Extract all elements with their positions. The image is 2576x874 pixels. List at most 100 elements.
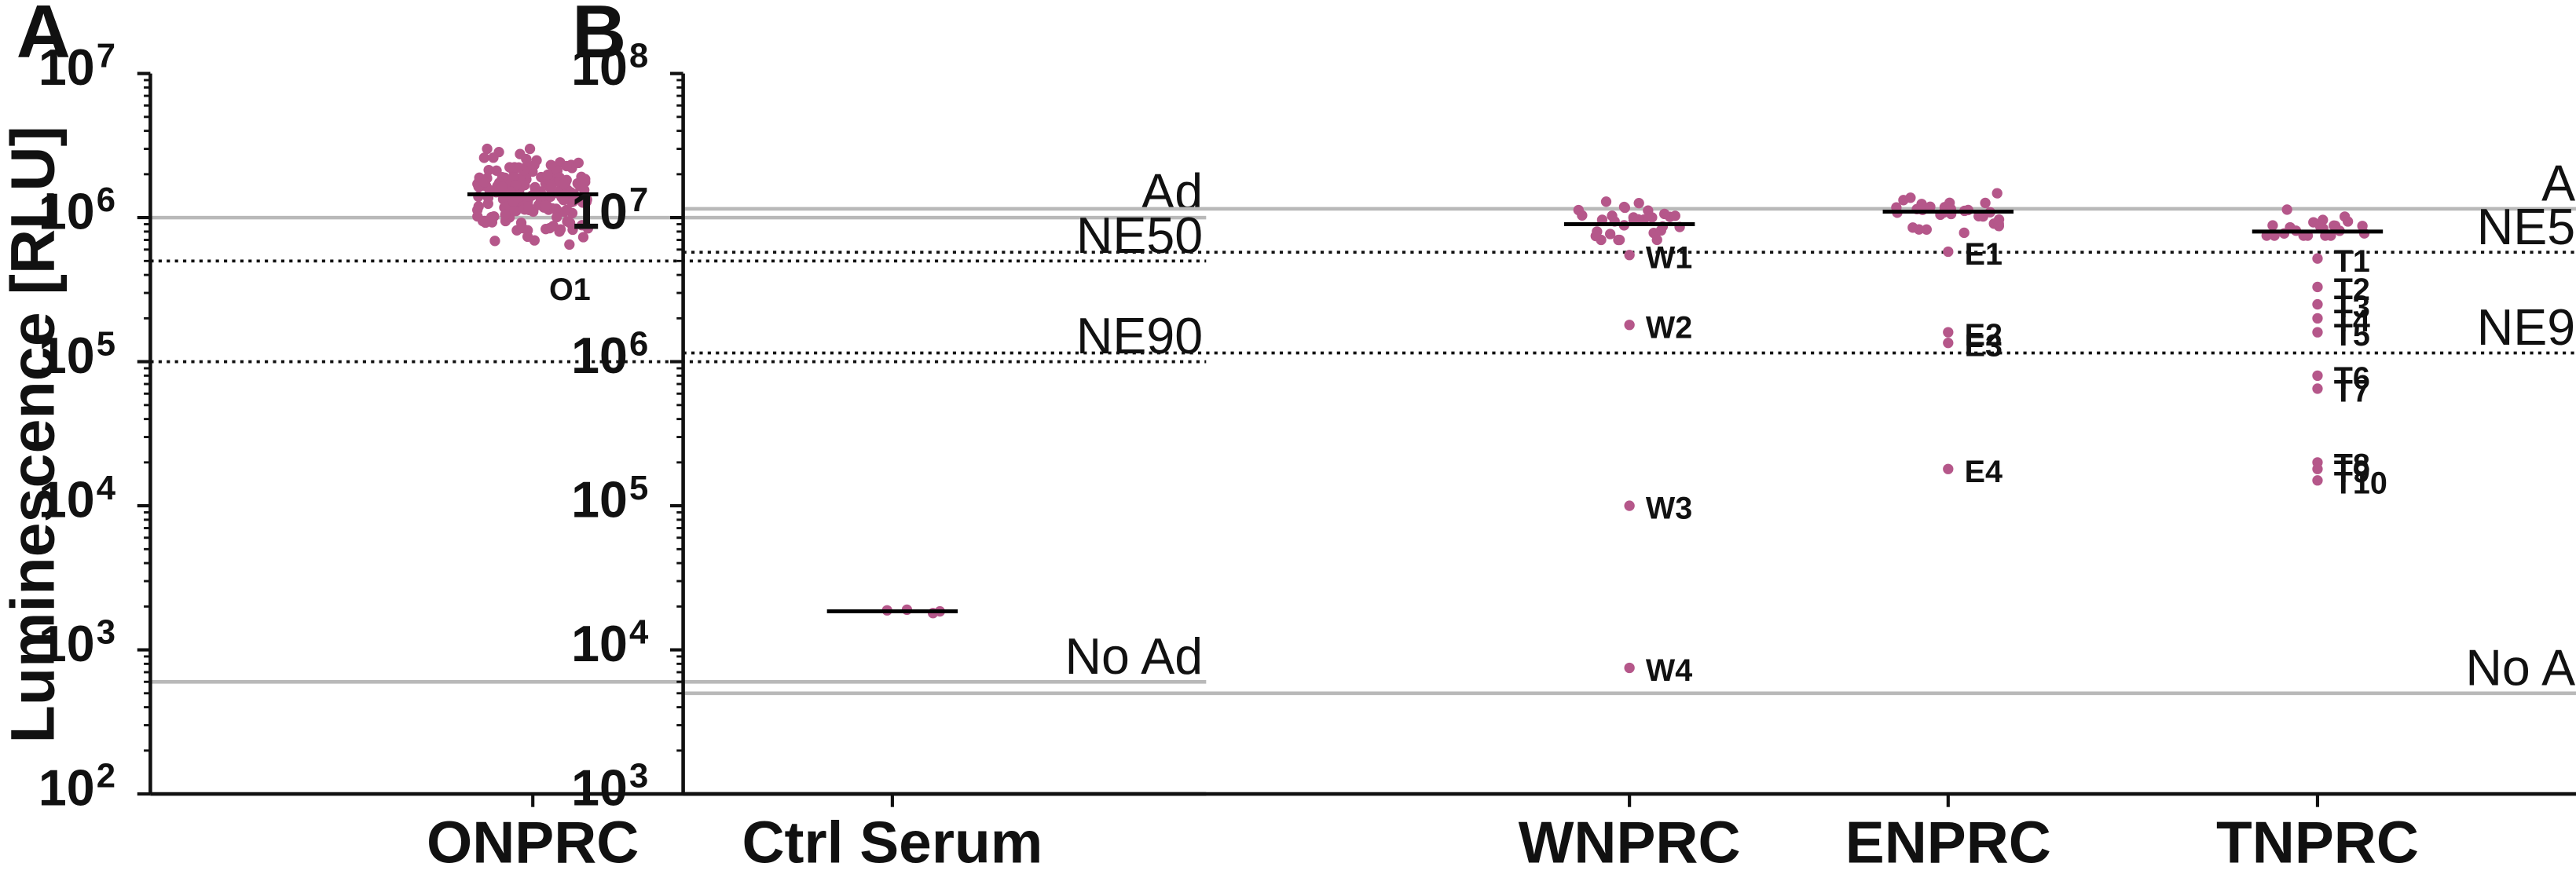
point-annotation: E4	[1965, 455, 2003, 489]
y-tick-label: 10	[571, 616, 628, 672]
y-tick-label: 10	[38, 327, 95, 384]
y-tick-label: 10	[571, 327, 628, 384]
reference-line-label: NE50	[1076, 207, 1203, 264]
point-annotation: T7	[2334, 375, 2370, 409]
point-annotation: T5	[2334, 318, 2370, 353]
y-tick-label: 10	[571, 39, 628, 96]
data-point	[1624, 250, 1635, 261]
y-tick-exponent: 2	[97, 757, 115, 795]
data-point	[580, 174, 591, 185]
data-point	[573, 157, 584, 169]
point-annotation: T9	[2334, 455, 2370, 489]
series-enprc	[1882, 188, 2014, 474]
data-point	[480, 217, 491, 229]
data-point	[577, 220, 588, 231]
data-point	[1907, 222, 1918, 233]
reference-line-label: NE50	[2477, 199, 2576, 255]
data-point	[542, 169, 553, 181]
reference-line-label: Ad	[2541, 155, 2576, 212]
data-point	[1600, 196, 1612, 207]
point-annotation: T4	[2334, 304, 2370, 338]
point-annotation: T1	[2334, 244, 2370, 279]
series-ctrl-serum	[826, 604, 958, 619]
y-tick-exponent: 5	[97, 324, 115, 363]
data-point	[2312, 370, 2323, 382]
data-point	[2312, 313, 2323, 324]
point-annotation: T6	[2334, 361, 2370, 396]
reference-line-label: NE90	[2477, 299, 2576, 356]
data-point	[581, 194, 592, 205]
data-point	[478, 152, 489, 163]
data-point	[1943, 338, 1954, 349]
y-tick-exponent: 3	[629, 757, 648, 795]
data-point	[531, 155, 542, 166]
point-annotation: E2	[1965, 318, 2003, 353]
y-tick-exponent: 5	[629, 469, 648, 507]
data-point	[1624, 320, 1635, 331]
data-point	[564, 239, 575, 250]
point-annotation: W2	[1646, 310, 1692, 345]
data-point	[545, 159, 556, 170]
data-point	[1980, 197, 1991, 209]
data-point	[1925, 201, 1936, 212]
point-annotation: W1	[1646, 240, 1692, 275]
data-point	[1943, 463, 1954, 474]
point-annotation: T3	[2334, 290, 2370, 324]
data-point	[559, 177, 570, 189]
data-point	[472, 204, 483, 216]
x-tick-label: ONPRC	[427, 809, 639, 874]
y-axis-title: Luminescence [RLU]	[0, 126, 68, 743]
point-annotation: W4	[1646, 653, 1692, 688]
data-point	[2312, 281, 2323, 293]
data-point	[483, 164, 494, 176]
y-tick-exponent: 6	[629, 324, 648, 363]
series-wnprc	[1563, 196, 1695, 674]
data-point	[551, 203, 562, 214]
data-point	[1604, 229, 1616, 240]
data-point	[2267, 220, 2278, 231]
y-tick-label: 10	[38, 184, 95, 240]
y-tick-label: 10	[38, 760, 95, 817]
y-tick-exponent: 3	[97, 613, 115, 651]
data-point	[2312, 475, 2323, 486]
data-point	[546, 181, 557, 192]
data-point	[1992, 188, 2003, 199]
data-point	[1959, 227, 1970, 239]
point-annotation: W3	[1646, 492, 1692, 526]
x-tick-label: ENPRC	[1845, 809, 2051, 874]
data-point	[1624, 662, 1635, 674]
data-point	[1944, 197, 1955, 208]
y-tick-label: 10	[571, 760, 628, 817]
data-point	[1614, 234, 1625, 246]
panel-letter: A	[16, 0, 71, 74]
data-point	[504, 162, 515, 173]
data-point	[562, 216, 573, 227]
data-point	[1921, 224, 1933, 235]
data-point	[2312, 327, 2323, 338]
point-annotation: T8	[2334, 448, 2370, 482]
data-point	[1659, 208, 1670, 220]
data-point	[1905, 192, 1916, 203]
data-point	[1624, 500, 1635, 511]
series-onprc	[467, 143, 599, 250]
data-point	[1943, 327, 1954, 338]
y-tick-exponent: 7	[629, 181, 648, 219]
data-point	[517, 222, 528, 234]
data-point	[2312, 383, 2323, 394]
data-point	[1669, 210, 1680, 221]
data-point	[2357, 221, 2368, 232]
data-point	[522, 201, 534, 212]
data-point	[2314, 221, 2326, 232]
point-annotation: E3	[1965, 328, 2003, 363]
data-point	[478, 177, 490, 188]
data-point	[1590, 230, 1601, 242]
data-point	[566, 207, 578, 219]
data-point	[515, 148, 526, 159]
series-tnprc	[2252, 204, 2384, 486]
data-point	[2342, 216, 2354, 227]
y-tick-label: 10	[571, 184, 628, 240]
point-annotation: E1	[1965, 237, 2003, 272]
reference-line-label: No Ad	[1064, 628, 1203, 685]
